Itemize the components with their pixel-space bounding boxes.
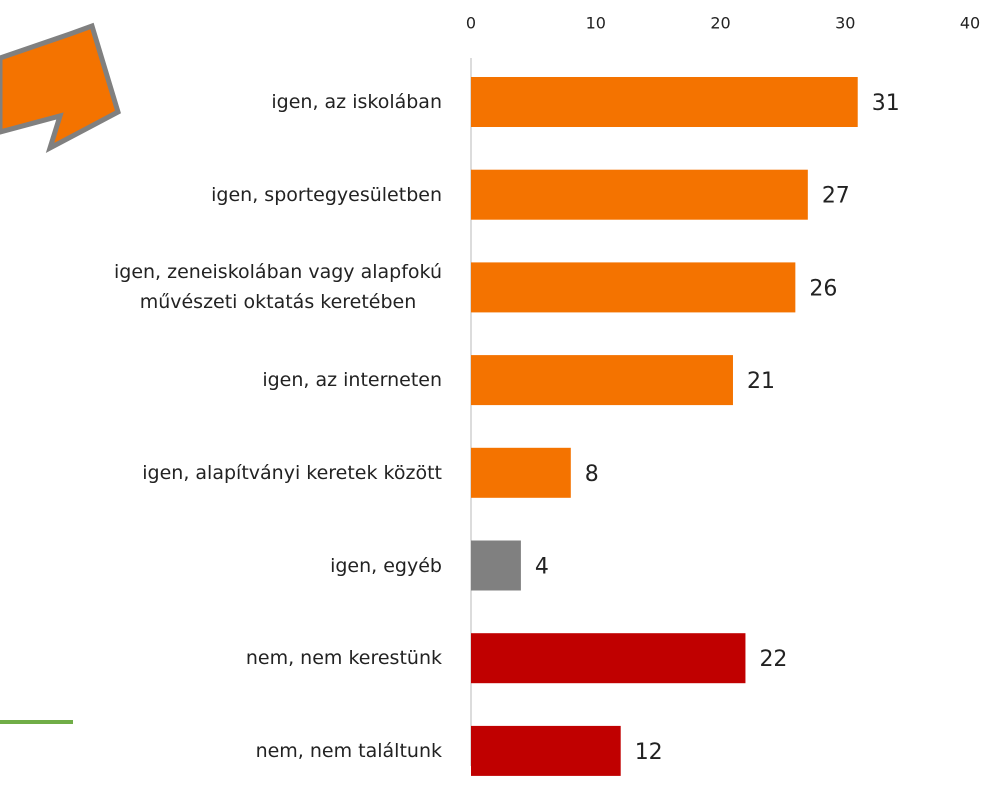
x-tick-label: 10	[586, 14, 606, 33]
bar	[471, 355, 733, 406]
arrow-decoration	[0, 22, 121, 154]
value-label: 26	[809, 276, 837, 301]
value-label: 21	[747, 369, 775, 394]
bar	[471, 169, 808, 220]
bar	[471, 262, 796, 313]
x-tick-label: 0	[466, 14, 476, 33]
bar	[471, 447, 571, 498]
bar	[471, 633, 746, 684]
value-label: 22	[759, 647, 787, 672]
category-label: igen, sportegyesületben	[211, 183, 442, 206]
x-tick-label: 40	[960, 14, 980, 33]
x-tick-label: 20	[710, 14, 730, 33]
category-label: igen, zeneiskolában vagy alapfokú művész…	[113, 261, 442, 314]
value-label: 8	[585, 462, 599, 487]
category-label: igen, az interneten	[262, 369, 442, 392]
category-label: nem, nem találtunk	[255, 739, 442, 762]
bar	[471, 540, 521, 591]
bar	[471, 725, 621, 776]
x-tick-label: 30	[835, 14, 855, 33]
value-label: 12	[635, 740, 663, 765]
category-label: igen, alapítványi keretek között	[142, 461, 442, 484]
bar	[471, 77, 858, 127]
value-label: 27	[822, 184, 850, 209]
category-label: igen, az iskolában	[271, 91, 442, 113]
category-label: igen, egyéb	[330, 554, 442, 577]
value-label: 4	[535, 555, 549, 580]
value-label: 31	[872, 91, 900, 116]
category-label: nem, nem kerestünk	[245, 647, 442, 670]
